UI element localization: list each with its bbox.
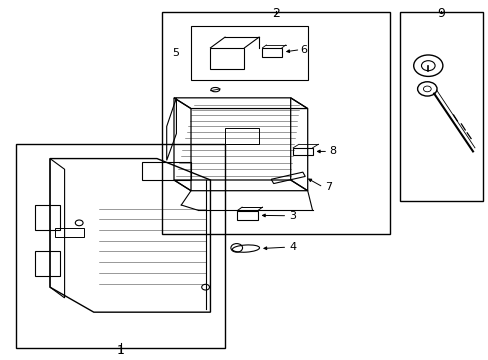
Bar bbox=[55, 228, 84, 237]
Text: 6: 6 bbox=[300, 45, 307, 55]
Bar bbox=[162, 12, 389, 234]
Bar bbox=[224, 128, 259, 144]
Text: 1: 1 bbox=[116, 344, 124, 357]
Bar bbox=[191, 26, 307, 80]
Bar bbox=[16, 144, 224, 348]
Text: 4: 4 bbox=[288, 242, 296, 252]
Bar bbox=[142, 162, 191, 180]
Text: 8: 8 bbox=[329, 147, 336, 157]
Text: 5: 5 bbox=[171, 48, 179, 58]
Bar bbox=[210, 48, 244, 69]
Bar bbox=[237, 211, 257, 220]
Text: 7: 7 bbox=[324, 182, 331, 192]
Bar bbox=[399, 12, 482, 202]
Bar bbox=[35, 205, 60, 230]
Bar bbox=[262, 48, 282, 57]
Text: 3: 3 bbox=[288, 211, 296, 221]
Text: 2: 2 bbox=[272, 7, 280, 20]
Text: 9: 9 bbox=[437, 7, 445, 20]
Bar bbox=[35, 251, 60, 276]
